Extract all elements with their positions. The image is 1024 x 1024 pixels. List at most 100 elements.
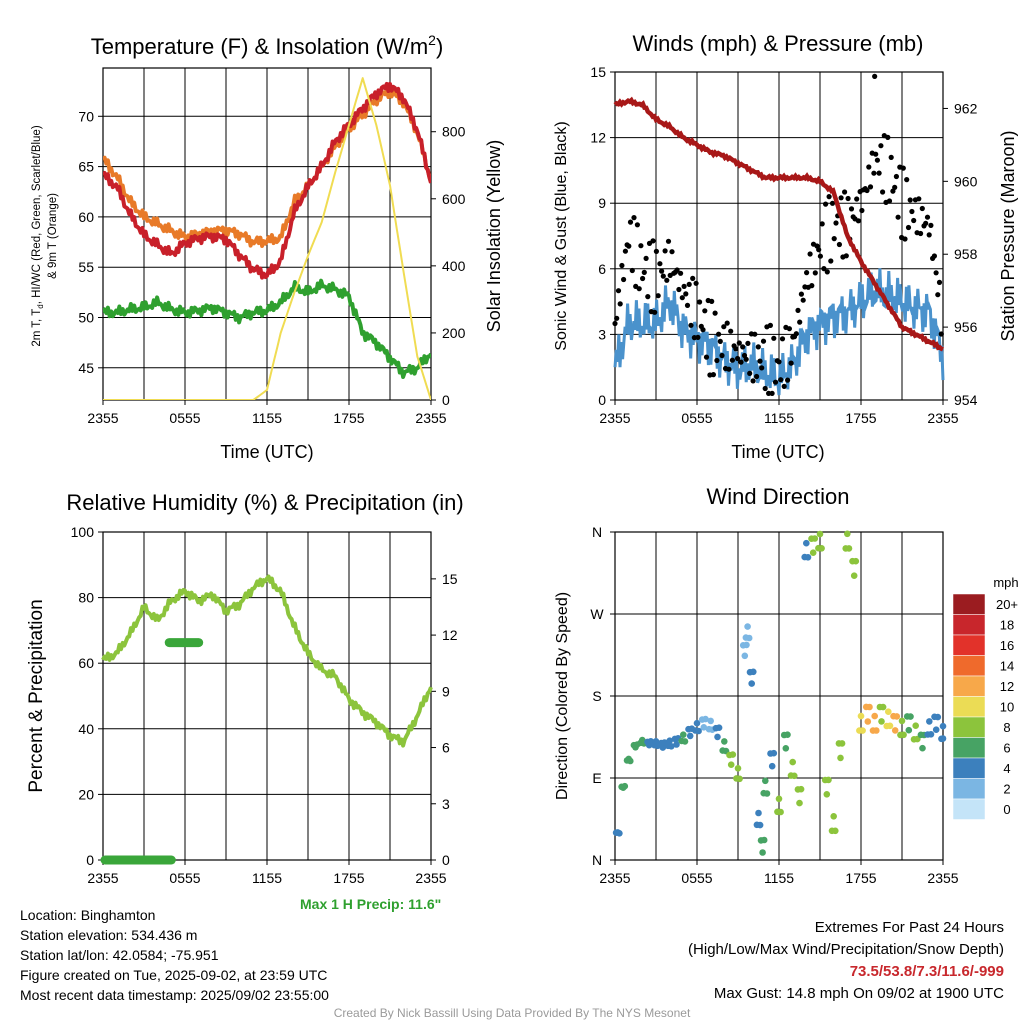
winds-gust-point bbox=[824, 269, 830, 275]
legend-swatch bbox=[952, 737, 986, 759]
winds-gust-point bbox=[864, 187, 870, 194]
direction-point bbox=[744, 623, 751, 630]
winds-gust-point bbox=[855, 218, 862, 224]
winds-gust-point bbox=[745, 340, 751, 346]
legend-label: 6 bbox=[1003, 741, 1010, 756]
winds-gust-point bbox=[679, 295, 685, 301]
humidity-panel: Relative Humidity (%) & Precipitation (i… bbox=[26, 490, 464, 793]
winds-gust-point bbox=[838, 195, 844, 201]
winds-gust-point bbox=[909, 208, 915, 215]
winds-gust-point bbox=[729, 357, 736, 363]
winds-gust-point bbox=[750, 378, 756, 384]
direction-point bbox=[775, 795, 783, 803]
winds-xtick-label: 0555 bbox=[681, 410, 712, 426]
direction-point bbox=[919, 744, 926, 752]
direction-point bbox=[782, 745, 790, 752]
winds-gust-point bbox=[726, 366, 732, 372]
winds-ytick-right-label: 960 bbox=[954, 173, 978, 189]
winds-gust-point bbox=[836, 241, 843, 248]
winds-gust-point bbox=[785, 377, 791, 383]
temperature-series-nine-meter-temp bbox=[103, 87, 431, 248]
legend-label: 12 bbox=[1000, 679, 1014, 694]
direction-ytick-label: S bbox=[592, 688, 601, 704]
direction-point bbox=[762, 777, 769, 785]
winds-gust-point bbox=[738, 359, 744, 365]
direction-point bbox=[755, 809, 762, 817]
winds-gust-point bbox=[693, 280, 699, 286]
direction-point bbox=[621, 782, 629, 790]
direction-point bbox=[791, 772, 798, 780]
direction-xtick-label: 2355 bbox=[599, 870, 630, 886]
max-precip-label: Max 1 H Precip: 11.6" bbox=[300, 896, 442, 912]
direction-point bbox=[932, 726, 940, 733]
winds-gust-point bbox=[645, 294, 651, 300]
winds-gust-point bbox=[816, 247, 822, 253]
humidity-series-rh bbox=[101, 574, 433, 748]
latlon-line: Station lat/lon: 42.0584; -75.951 bbox=[20, 947, 219, 963]
extremes-title: Extremes For Past 24 Hours bbox=[814, 919, 1004, 936]
humidity-ytick-label: 60 bbox=[78, 655, 94, 671]
winds-xtick-label: 1155 bbox=[764, 410, 794, 426]
winds-gust-point bbox=[826, 194, 832, 200]
direction-point bbox=[627, 757, 634, 765]
winds-ytick-label: 6 bbox=[598, 261, 606, 277]
winds-gust-point bbox=[619, 262, 625, 269]
temperature-ytick-right-label: 200 bbox=[442, 325, 466, 341]
legend-swatch bbox=[952, 716, 986, 738]
direction-point bbox=[727, 761, 735, 768]
humidity-xtick-label: 2355 bbox=[415, 870, 446, 886]
winds-gust-point bbox=[631, 215, 637, 221]
direction-point bbox=[837, 754, 844, 762]
extremes-values: 73.5/53.8/7.3/11.6/-999 bbox=[849, 963, 1004, 980]
direction-point bbox=[879, 703, 887, 711]
winds-gust-point bbox=[772, 379, 779, 385]
direction-point bbox=[743, 641, 750, 649]
temperature-series-two-meter-temp bbox=[103, 81, 431, 280]
timestamp-line: Most recent data timestamp: 2025/09/02 2… bbox=[20, 987, 329, 1003]
direction-point bbox=[756, 821, 764, 829]
winds-gust-point bbox=[695, 334, 701, 340]
winds-gust-point bbox=[629, 267, 635, 274]
winds-gust-point bbox=[650, 238, 656, 244]
direction-point bbox=[873, 727, 880, 734]
humidity-title: Relative Humidity (%) & Precipitation (i… bbox=[66, 490, 463, 515]
legend-swatch bbox=[952, 798, 986, 820]
legend-label: 20+ bbox=[996, 597, 1018, 612]
direction-point bbox=[729, 751, 737, 758]
direction-point bbox=[852, 557, 860, 565]
humidity-ytick-right-label: 6 bbox=[442, 740, 450, 756]
humidity-ytick-right-label: 3 bbox=[442, 796, 450, 812]
winds-gust-point bbox=[880, 189, 886, 195]
direction-point bbox=[934, 713, 942, 721]
winds-gust-point bbox=[754, 373, 760, 380]
location-line: Location: Binghamton bbox=[20, 907, 156, 923]
humidity-xtick-label: 1155 bbox=[252, 870, 282, 886]
temperature-ytick-right-label: 600 bbox=[442, 191, 466, 207]
winds-gust-point bbox=[895, 214, 901, 220]
winds-xtick-label: 2355 bbox=[927, 410, 958, 426]
winds-axes: 2355 0555 1155 1755 2355 0 3 6 9 12 15 954 956 958 960… bbox=[590, 64, 977, 426]
direction-point bbox=[804, 554, 812, 561]
winds-gust-point bbox=[626, 243, 632, 249]
temperature-panel: Temperature (F) & Insolation (W/m2) Time… bbox=[31, 32, 504, 462]
legend-swatch bbox=[952, 757, 986, 779]
direction-point bbox=[825, 776, 832, 784]
plot-layer: 2355 0555 1155 1755 235545505560657002004006… bbox=[71, 64, 1018, 886]
direction-xtick-label: 0555 bbox=[681, 870, 712, 886]
temperature-xlabel: Time (UTC) bbox=[220, 442, 313, 462]
winds-gust-point bbox=[831, 236, 837, 242]
direction-point bbox=[857, 712, 865, 720]
humidity-ytick-label: 20 bbox=[78, 786, 94, 802]
winds-gust-point bbox=[919, 205, 925, 212]
winds-ytick-right-label: 954 bbox=[954, 392, 978, 408]
direction-point bbox=[830, 813, 837, 820]
winds-gust-point bbox=[659, 268, 665, 274]
winds-gust-point bbox=[829, 200, 836, 206]
temperature-xtick-label: 0555 bbox=[169, 410, 200, 426]
winds-series-pressure bbox=[613, 96, 944, 352]
direction-point bbox=[912, 722, 919, 729]
winds-gust-point bbox=[854, 196, 860, 202]
temperature-ytick-label: 70 bbox=[78, 108, 94, 124]
direction-point bbox=[866, 703, 873, 711]
